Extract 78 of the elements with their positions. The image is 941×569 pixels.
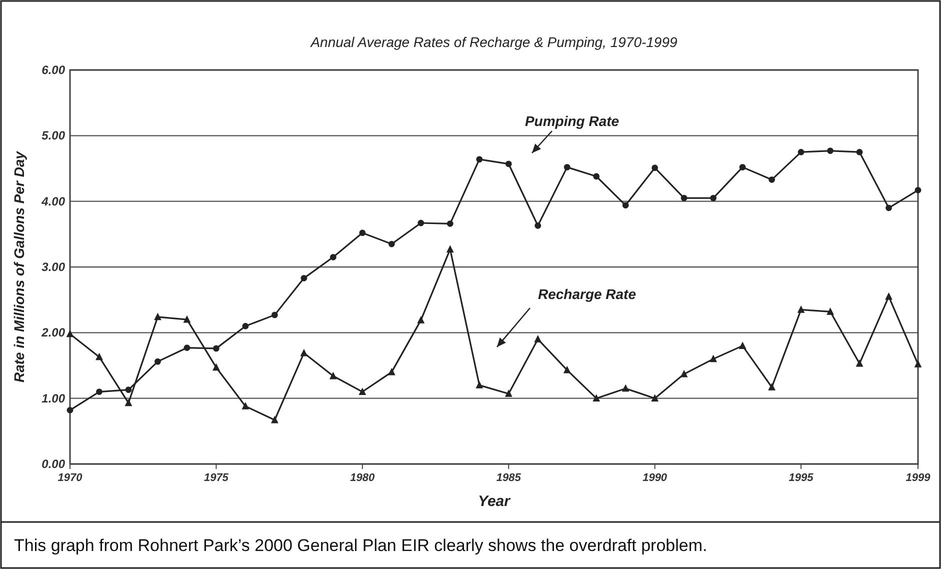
y-tick-label: 6.00 — [42, 63, 66, 77]
point — [534, 222, 542, 229]
x-tick-label: 1980 — [350, 472, 376, 484]
x-tick-label: 1990 — [642, 472, 668, 484]
point — [242, 402, 250, 410]
x-tick-label: 1995 — [788, 472, 814, 484]
point — [212, 363, 220, 371]
point — [738, 342, 746, 349]
point — [856, 148, 863, 156]
point — [329, 372, 337, 380]
point — [359, 230, 366, 236]
y-tick-label: 1.00 — [42, 391, 66, 406]
point — [300, 348, 308, 356]
point — [183, 315, 191, 323]
text: Recharge Rate — [538, 286, 636, 302]
point — [563, 366, 571, 374]
point — [534, 335, 542, 342]
x-tick-label: 1985 — [496, 472, 522, 484]
point — [184, 344, 190, 351]
point — [592, 394, 600, 402]
x-tick-label: 1975 — [204, 472, 230, 484]
point — [797, 305, 805, 313]
point — [593, 173, 600, 180]
point — [446, 245, 454, 252]
point — [388, 368, 396, 376]
x-tick-label: 1999 — [906, 472, 932, 484]
point — [388, 240, 395, 248]
point — [242, 322, 249, 330]
point — [446, 220, 454, 227]
point — [651, 394, 659, 402]
y-tick-label: 4.00 — [40, 194, 66, 208]
point — [125, 386, 132, 393]
point — [710, 194, 717, 202]
point — [96, 388, 102, 395]
chart-title: Annual Average Rates of Recharge & Pumping, 1970-1999 — [310, 34, 678, 50]
point — [652, 164, 658, 172]
point — [476, 381, 484, 388]
point — [124, 398, 132, 406]
point — [768, 382, 776, 390]
point — [680, 194, 688, 202]
point — [680, 370, 688, 378]
point — [418, 220, 424, 226]
point — [914, 186, 922, 194]
point — [826, 307, 834, 315]
point — [154, 358, 161, 365]
point — [768, 176, 775, 183]
point — [505, 160, 512, 168]
x-tick-label: 1970 — [58, 472, 84, 484]
point — [270, 416, 278, 424]
point — [886, 204, 892, 212]
point — [798, 148, 804, 156]
point — [739, 164, 746, 170]
point — [358, 388, 366, 395]
point — [504, 390, 512, 397]
y-tick-label: 0.00 — [42, 457, 66, 471]
text: This graph from Rohnert Park’s 2000 General Plan EIR clearly shows the overdraft problem. — [14, 536, 708, 555]
point — [154, 312, 162, 320]
point — [417, 316, 425, 324]
y-axis-title: Rate in Millions of Gallons Per Day — [11, 150, 27, 383]
point — [710, 354, 718, 362]
point — [213, 345, 220, 352]
point — [885, 292, 892, 300]
point — [827, 148, 834, 154]
point — [476, 156, 483, 163]
x-axis-title: Year — [478, 493, 512, 510]
point — [622, 202, 629, 208]
y-tick-label: 5.00 — [42, 128, 66, 143]
point — [271, 312, 278, 318]
point — [300, 274, 308, 282]
point — [622, 384, 630, 392]
text: Pumping Rate — [524, 113, 620, 129]
point — [96, 352, 103, 360]
point — [66, 406, 74, 414]
point — [564, 164, 570, 170]
point — [330, 254, 336, 260]
point — [914, 360, 922, 368]
y-tick-label: 2.00 — [40, 326, 66, 340]
y-tick-label: 3.00 — [42, 260, 66, 274]
